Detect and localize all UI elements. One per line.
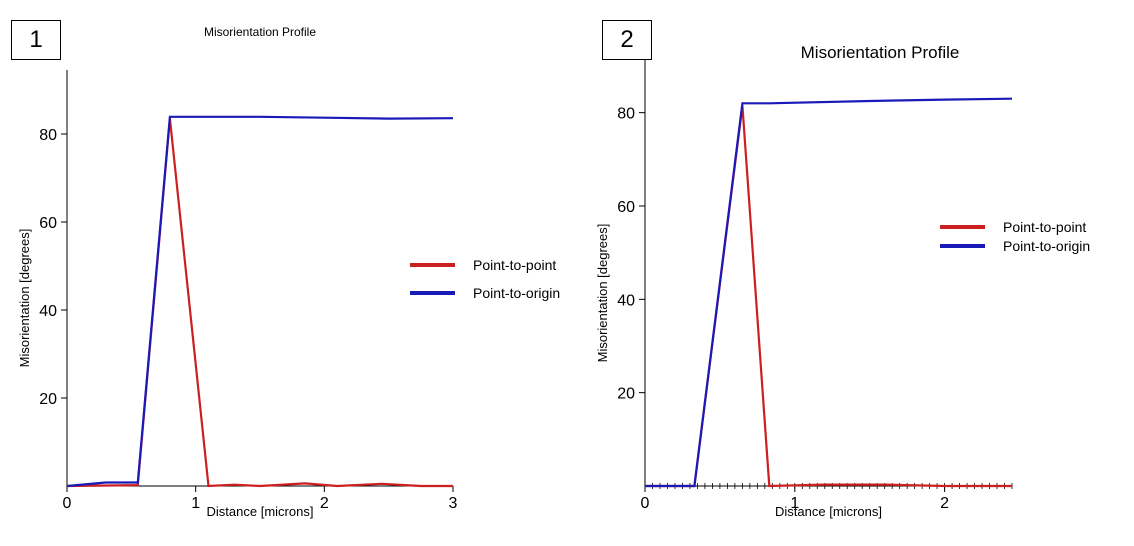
y-tick-label: 80	[39, 127, 57, 144]
series-line-point-to-point	[645, 105, 1012, 488]
y-tick-label: 80	[617, 106, 635, 123]
x-tick-label: 3	[449, 495, 458, 512]
legend-label: Point-to-origin	[1003, 238, 1090, 254]
x-tick-label: 1	[790, 495, 799, 512]
y-tick-label: 20	[617, 386, 635, 403]
x-axis-label: Distance [microns]	[207, 504, 314, 519]
y-axis-label: Misorientation [degrees]	[595, 224, 610, 363]
y-axis-label: Misorientation [degrees]	[17, 229, 32, 368]
x-axis-label: Distance [microns]	[775, 504, 882, 519]
chart-title: Misorientation Profile	[801, 43, 960, 62]
series-line-point-to-origin	[66, 115, 454, 488]
y-tick-label: 60	[617, 199, 635, 216]
panel-label-2: 2	[602, 20, 652, 60]
y-tick-label: 40	[617, 292, 635, 309]
y-tick-label: 40	[39, 303, 57, 320]
chart-panel-1: Misorientation Profile 20 40 60 80 0 1 2 3 Distan…	[17, 25, 560, 519]
x-tick-label: 2	[940, 495, 949, 512]
y-tick-label: 60	[39, 215, 57, 232]
legend-label: Point-to-point	[473, 257, 556, 273]
y-tick-label: 20	[39, 391, 57, 408]
chart-panel-2: Misorientation Profile 20 40 60 80 0 1 2 Distanc…	[595, 43, 1090, 519]
x-tick-label: 0	[641, 495, 650, 512]
x-tick-label: 1	[191, 495, 200, 512]
series-line-point-to-point	[66, 118, 453, 488]
panel-label-1: 1	[11, 20, 61, 60]
chart-title: Misorientation Profile	[204, 25, 316, 39]
x-tick-label: 2	[320, 495, 329, 512]
legend-label: Point-to-origin	[473, 285, 560, 301]
x-tick-label: 0	[63, 495, 72, 512]
series-line-point-to-origin	[645, 97, 1013, 488]
legend-label: Point-to-point	[1003, 219, 1086, 235]
